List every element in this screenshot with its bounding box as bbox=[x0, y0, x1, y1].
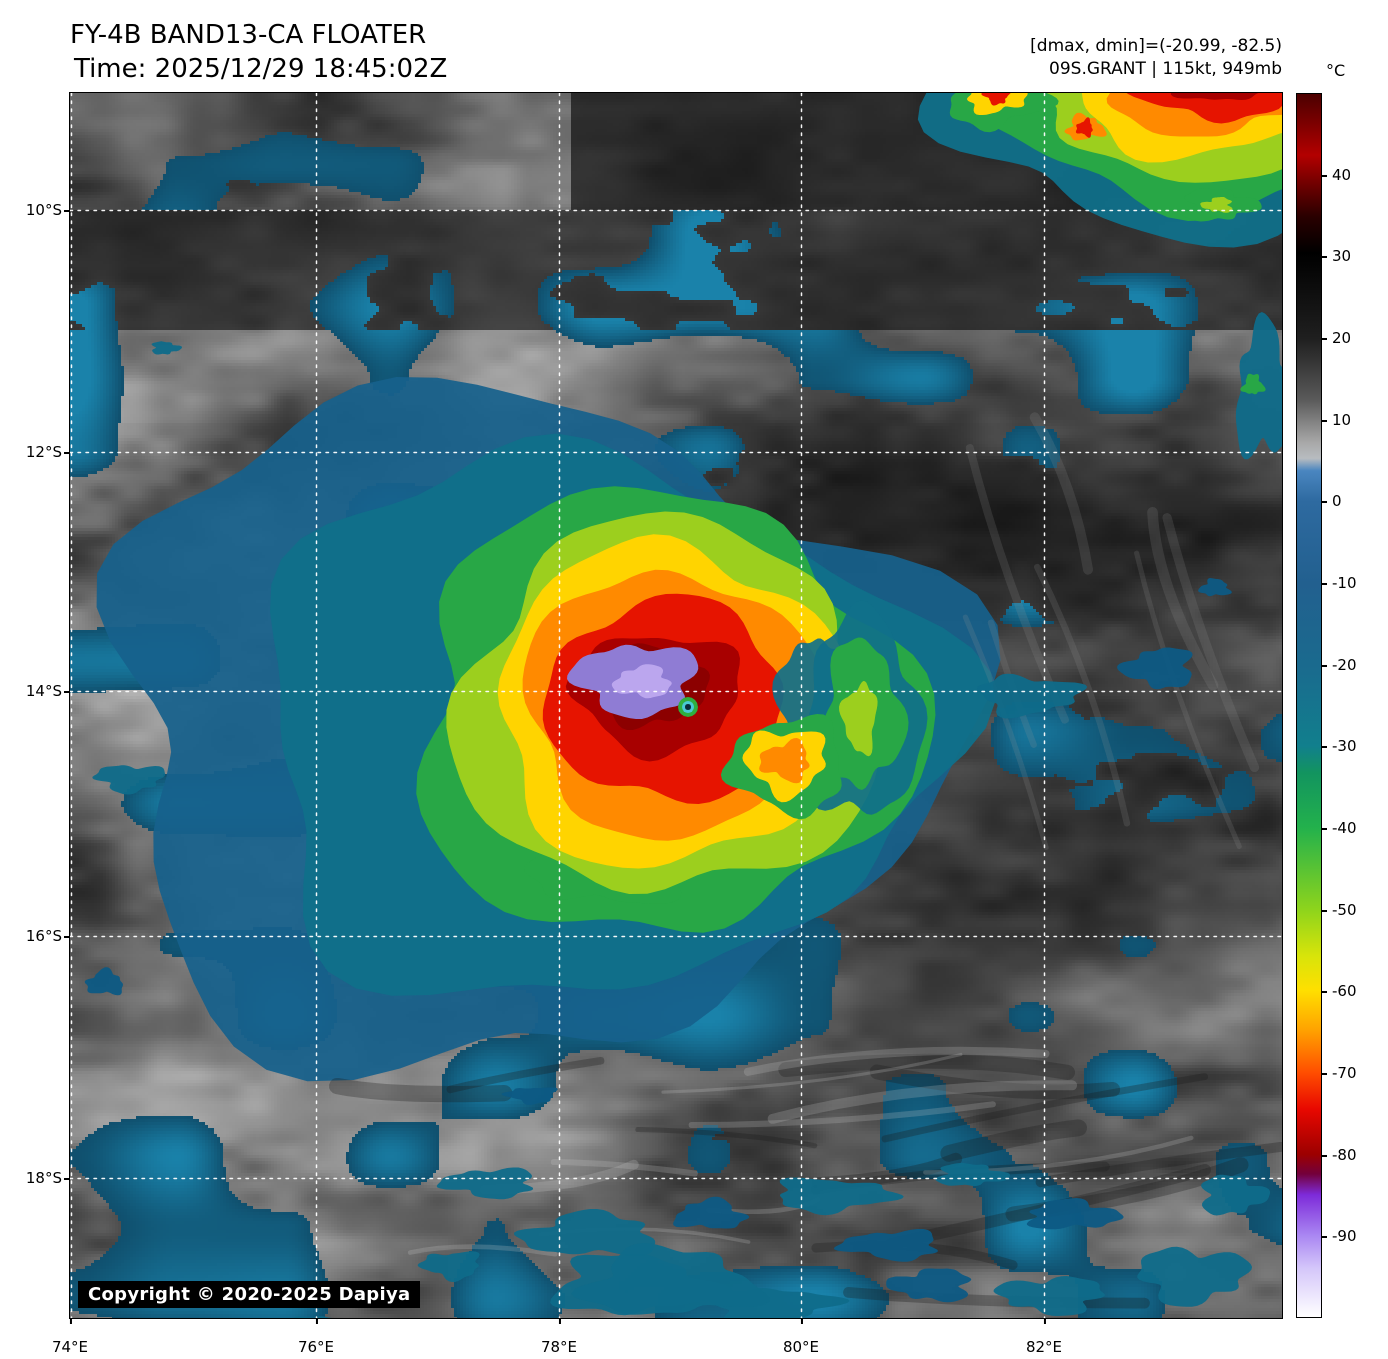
cbar-tick-30: 30 bbox=[1320, 247, 1352, 265]
colorbar bbox=[1296, 93, 1322, 1318]
timestamp: Time: 2025/12/29 18:45:02Z bbox=[74, 54, 448, 84]
lon-tick-74e: 74°E bbox=[51, 1318, 89, 1356]
lon-tick-82e: 82°E bbox=[1025, 1318, 1063, 1356]
cbar-tick-m40: -40 bbox=[1321, 819, 1357, 837]
lon-tick-78e: 78°E bbox=[540, 1318, 578, 1356]
cbar-tick-m60: -60 bbox=[1321, 982, 1357, 1000]
satellite-map: Copyright © 2020-2025 Dapiya bbox=[69, 92, 1283, 1319]
cbar-tick-40: 40 bbox=[1320, 166, 1352, 184]
copyright-badge: Copyright © 2020-2025 Dapiya bbox=[78, 1281, 421, 1308]
lat-tick-12s: 12°S bbox=[0, 443, 70, 461]
cbar-tick-m10: -10 bbox=[1321, 574, 1357, 592]
cbar-tick-m50: -50 bbox=[1321, 901, 1357, 919]
cbar-tick-m30: -30 bbox=[1321, 737, 1357, 755]
dmax-dmin-readout: [dmax, dmin]=(-20.99, -82.5) bbox=[1030, 36, 1282, 56]
cbar-tick-m90: -90 bbox=[1321, 1227, 1357, 1245]
lat-tick-18s: 18°S bbox=[0, 1169, 70, 1187]
colorbar-unit-label: °C bbox=[1326, 61, 1346, 80]
lat-tick-14s: 14°S bbox=[0, 682, 70, 700]
cbar-tick-m70: -70 bbox=[1321, 1064, 1357, 1082]
storm-info: 09S.GRANT | 115kt, 949mb bbox=[1049, 59, 1282, 79]
cbar-tick-m20: -20 bbox=[1321, 656, 1357, 674]
lon-tick-76e: 76°E bbox=[297, 1318, 335, 1356]
satellite-imagery-canvas bbox=[70, 93, 1282, 1318]
cbar-tick-10: 10 bbox=[1320, 411, 1352, 429]
cbar-tick-0: 0 bbox=[1321, 492, 1342, 510]
product-title: FY-4B BAND13-CA FLOATER bbox=[70, 20, 427, 50]
lat-tick-10s: 10°S bbox=[0, 201, 70, 219]
cbar-tick-20: 20 bbox=[1320, 329, 1352, 347]
lat-tick-16s: 16°S bbox=[0, 927, 70, 945]
colorbar-gradient bbox=[1297, 94, 1321, 1317]
lon-tick-80e: 80°E bbox=[782, 1318, 820, 1356]
cbar-tick-m80: -80 bbox=[1321, 1146, 1357, 1164]
